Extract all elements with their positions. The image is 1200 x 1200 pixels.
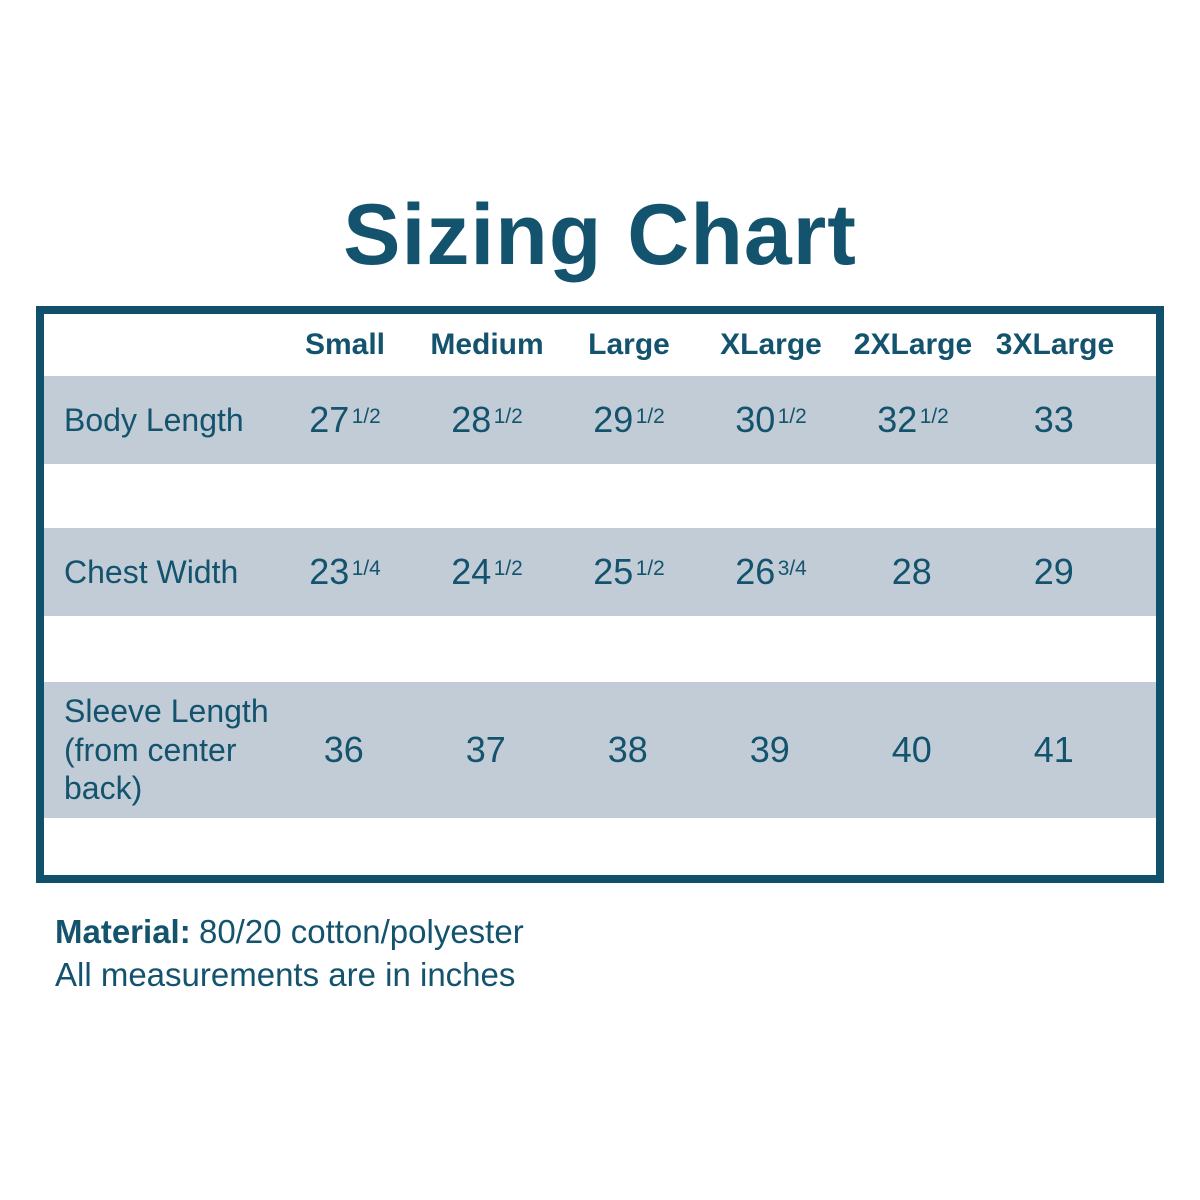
size-value-cell: 33 [984, 399, 1126, 441]
value-number: 28 [891, 551, 932, 592]
size-value-cell: 29 [984, 551, 1126, 593]
value-number: 26 [735, 551, 776, 592]
value-number: 39 [749, 729, 790, 770]
size-value-cell: 24 1/2 [416, 551, 558, 593]
material-value: 80/20 cotton/polyester [198, 913, 524, 950]
column-header-3xlarge: 3XLarge [995, 328, 1115, 361]
value-number: 25 [593, 551, 634, 592]
column-header-medium: Medium [430, 328, 544, 361]
value-fraction: 3/4 [777, 557, 807, 581]
column-header-small: Small [304, 328, 386, 361]
value-number: 27 [309, 399, 350, 440]
row-label-sleeve-length: Sleeve Length (from center back) [64, 693, 269, 807]
value-number: 23 [309, 551, 350, 592]
value-number: 30 [735, 399, 776, 440]
table-row-chest-width: Chest Width 23 1/4 24 1/2 25 1/2 26 3/4 28 2… [44, 528, 1156, 616]
value-number: 24 [451, 551, 492, 592]
table-header-row: Small Medium Large XLarge 2XLarge 3XLarg… [44, 314, 1156, 376]
value-number: 36 [323, 729, 364, 770]
value-fraction: 1/2 [493, 405, 523, 429]
size-value-cell: 37 [416, 729, 558, 771]
size-value-cell: 39 [700, 729, 842, 771]
size-value-cell: 23 1/4 [274, 551, 416, 593]
column-header-large: Large [588, 328, 670, 361]
value-fraction: 1/4 [351, 557, 381, 581]
value-number: 38 [607, 729, 648, 770]
material-label: Material: [55, 913, 191, 950]
size-value-cell: 28 [842, 551, 984, 593]
size-value-cell: 30 1/2 [700, 399, 842, 441]
size-value-cell: 38 [558, 729, 700, 771]
value-fraction: 1/2 [351, 405, 381, 429]
column-header-2xlarge: 2XLarge [853, 328, 973, 361]
column-header-xlarge: XLarge [720, 328, 822, 361]
material-line: Material: 80/20 cotton/polyester [55, 911, 1200, 954]
value-number: 29 [1033, 551, 1074, 592]
size-value-cell: 28 1/2 [416, 399, 558, 441]
size-value-cell: 36 [274, 729, 416, 771]
sizing-chart-page: Sizing Chart Small Medium Large XLarge 2… [0, 192, 1200, 997]
size-value-cell: 41 [984, 729, 1126, 771]
value-fraction: 1/2 [635, 557, 665, 581]
size-value-cell: 27 1/2 [274, 399, 416, 441]
value-number: 37 [465, 729, 506, 770]
size-value-cell: 29 1/2 [558, 399, 700, 441]
row-label-body-length: Body Length [64, 401, 244, 438]
size-value-cell: 25 1/2 [558, 551, 700, 593]
footer-notes: Material: 80/20 cotton/polyester All meas… [55, 911, 1200, 997]
row-spacer [44, 616, 1156, 682]
value-number: 28 [451, 399, 492, 440]
row-label-chest-width: Chest Width [64, 553, 239, 590]
value-fraction: 1/2 [635, 405, 665, 429]
value-fraction: 1/2 [493, 557, 523, 581]
sizing-table: Small Medium Large XLarge 2XLarge 3XLarg… [36, 306, 1164, 883]
size-value-cell: 40 [842, 729, 984, 771]
size-value-cell: 32 1/2 [842, 399, 984, 441]
value-number: 29 [593, 399, 634, 440]
value-number: 32 [877, 399, 918, 440]
size-value-cell: 26 3/4 [700, 551, 842, 593]
table-row-body-length: Body Length 27 1/2 28 1/2 29 1/2 30 1/2 32 1/… [44, 376, 1156, 464]
value-fraction: 1/2 [919, 405, 949, 429]
table-row-sleeve-length: Sleeve Length (from center back) 36 37 3… [44, 682, 1156, 818]
value-number: 41 [1033, 729, 1074, 770]
row-spacer [44, 464, 1156, 528]
value-fraction: 1/2 [777, 405, 807, 429]
row-spacer-bottom [44, 818, 1156, 875]
value-number: 33 [1033, 399, 1074, 440]
page-title: Sizing Chart [343, 187, 857, 283]
units-note: All measurements are in inches [55, 955, 516, 993]
value-number: 40 [891, 729, 932, 770]
